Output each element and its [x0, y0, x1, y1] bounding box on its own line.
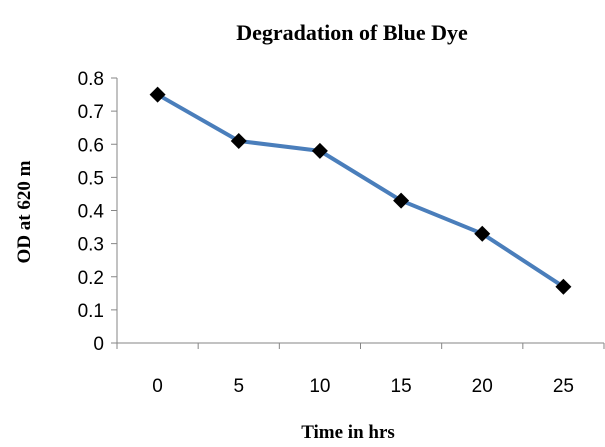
- data-point-marker: [474, 225, 491, 242]
- y-tick-label: 0.3: [78, 235, 104, 256]
- y-tick-label: 0: [93, 334, 104, 355]
- x-tick-label: 0: [152, 376, 163, 397]
- data-point-marker: [311, 142, 328, 159]
- x-axis-title: Time in hrs: [301, 422, 395, 443]
- x-tick-label: 20: [472, 376, 493, 397]
- data-point-marker: [555, 278, 572, 295]
- y-tick-label: 0.4: [78, 202, 105, 223]
- x-tick-label: 15: [391, 376, 412, 397]
- y-tick-label: 0.7: [78, 102, 104, 123]
- y-tick-label: 0.1: [78, 301, 104, 322]
- y-axis-title: OD at 620 m: [14, 160, 35, 263]
- x-tick-label: 5: [233, 376, 244, 397]
- chart-title: Degradation of Blue Dye: [236, 20, 468, 45]
- y-tick-label: 0.2: [78, 268, 104, 289]
- data-point-marker: [230, 132, 247, 149]
- series-line: [155, 92, 566, 289]
- axes: 0 0.1 0.2 0.3 0.4 0.5 0.6 0.7 0.8 0 5 10 15 20 25: [78, 69, 605, 397]
- x-tick-label: 10: [309, 376, 330, 397]
- y-tick-label: 0.6: [78, 135, 104, 156]
- y-tick-label: 0.5: [78, 168, 104, 189]
- x-tick-label: 25: [553, 376, 574, 397]
- data-point-marker: [149, 86, 166, 103]
- data-series: [149, 86, 572, 295]
- data-point-marker: [393, 192, 410, 209]
- y-tick-label: 0.8: [78, 69, 104, 90]
